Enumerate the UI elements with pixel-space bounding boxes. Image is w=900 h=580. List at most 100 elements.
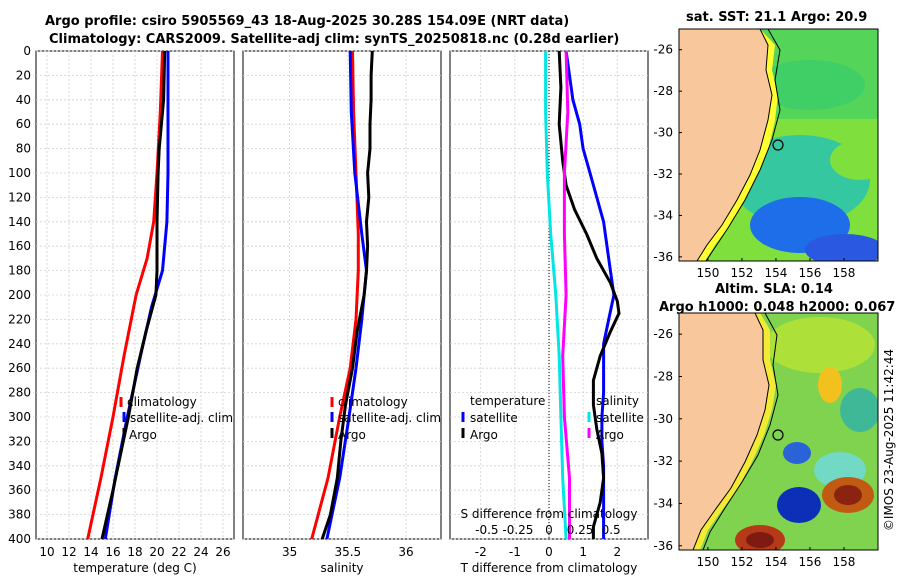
y-tick-label: 40 <box>16 93 31 107</box>
temperature-legend: climatology satellite-adj. clim Argo <box>119 395 233 442</box>
legend-salinity-title: salinity <box>596 394 639 408</box>
series-line-salinity-satellite <box>544 51 568 540</box>
sla-cold-eddy <box>783 442 811 464</box>
t-difference-xlabel: T difference from climatology <box>460 561 638 575</box>
legend-t-satellite-label: satellite <box>470 411 518 425</box>
map-lon-label: 152 <box>730 555 753 569</box>
legend-satellite-label: satellite-adj. clim <box>338 411 441 425</box>
x-tick-label: 2 <box>613 545 621 559</box>
imos-credit: ©IMOS 23-Aug-2025 11:42:44 <box>882 349 896 531</box>
y-tick-label: 0 <box>23 44 31 58</box>
map-lat-label: -36 <box>653 539 673 553</box>
y-tick-label: 340 <box>8 459 31 473</box>
series-line-argo <box>100 50 167 540</box>
y-tick-label: 220 <box>8 312 31 326</box>
x-tick-label: 12 <box>61 545 76 559</box>
legend-climatology-label: climatology <box>127 395 197 409</box>
x-tick-label: 20 <box>149 545 164 559</box>
map-lat-label: -30 <box>653 412 673 426</box>
map-lon-label: 154 <box>764 266 787 280</box>
x-tick-label: -1 <box>509 545 521 559</box>
map-lat-label: -28 <box>653 369 673 383</box>
legend-climatology-label: climatology <box>338 395 408 409</box>
map-lat-label: -34 <box>653 208 673 222</box>
map-lat-label: -26 <box>653 43 673 57</box>
x-tick-label: 1 <box>579 545 587 559</box>
y-tick-label: 280 <box>8 386 31 400</box>
s-top-tick-label: 0.25 <box>567 523 594 537</box>
sst-argo-marker <box>772 139 784 151</box>
map-lat-label: -36 <box>653 250 673 264</box>
x-tick-label: 0 <box>545 545 553 559</box>
map-lon-label: 158 <box>833 555 856 569</box>
difference-panel: -2 -1 0 1 2 T difference from climatology S … <box>449 50 649 575</box>
figure-title-line2: Climatology: CARS2009. Satellite-adj cli… <box>49 32 620 47</box>
salinity-xlabel: salinity <box>320 561 363 575</box>
sla-map: 150 152 154 156 158 -26 -28 -30 -32 -34 -36 <box>653 312 879 569</box>
map-lon-label: 158 <box>833 266 856 280</box>
s-top-tick-label: 0.5 <box>602 523 621 537</box>
map-lat-label: -28 <box>653 84 673 98</box>
sst-land <box>679 29 772 261</box>
s-difference-xlabel: S difference from climatology <box>461 507 638 521</box>
legend-argo-label: Argo <box>129 428 157 442</box>
map-lon-label: 156 <box>799 555 822 569</box>
y-tick-label: 360 <box>8 483 31 497</box>
x-tick-label: 35.5 <box>334 545 361 559</box>
y-tick-label: 400 <box>8 532 31 546</box>
sst-coastline <box>696 29 773 261</box>
x-tick-label: 26 <box>215 545 230 559</box>
legend-satellite-label: satellite-adj. clim <box>130 411 233 425</box>
series-line-argo <box>320 50 374 540</box>
s-top-tick-label: 0 <box>545 523 553 537</box>
y-tick-label: 240 <box>8 337 31 351</box>
x-tick-label: 14 <box>83 545 98 559</box>
y-tick-label: 120 <box>8 190 31 204</box>
y-tick-label: 260 <box>8 361 31 375</box>
x-tick-label: 10 <box>39 545 54 559</box>
map-lat-label: -32 <box>653 454 673 468</box>
y-tick-label: 20 <box>16 68 31 82</box>
sst-map-frame <box>678 28 879 262</box>
y-tick-label: 180 <box>8 264 31 278</box>
x-tick-label: 22 <box>171 545 186 559</box>
s-top-tick-label: -0.25 <box>502 523 533 537</box>
sla-deep-cold <box>777 487 821 523</box>
sla-isobath <box>702 313 779 550</box>
figure-title-line1: Argo profile: csiro 5905569_43 18-Aug-20… <box>45 14 570 29</box>
map-lat-label: -32 <box>653 167 673 181</box>
y-tick-label: 100 <box>8 166 31 180</box>
x-tick-label: 35 <box>282 545 297 559</box>
x-tick-label: 16 <box>105 545 120 559</box>
series-line-climatology <box>310 50 360 540</box>
sla-coastline <box>692 313 770 550</box>
x-tick-label: 36 <box>398 545 413 559</box>
legend-s-argo-label: Argo <box>596 428 624 442</box>
sla-map-title-line2: Argo h1000: 0.048 h2000: 0.067 <box>659 300 896 315</box>
y-tick-label: 80 <box>16 142 31 156</box>
y-tick-label: 200 <box>8 288 31 302</box>
sla-map-title-line1: Altim. SLA: 0.14 <box>715 282 833 297</box>
map-lon-label: 156 <box>799 266 822 280</box>
temperature-panel: 10 12 14 16 18 20 22 24 260204060801001201401601… <box>8 44 235 575</box>
s-top-tick-label: -0.5 <box>475 523 498 537</box>
sla-argo-marker <box>772 429 784 441</box>
map-lon-label: 152 <box>730 266 753 280</box>
map-lon-label: 150 <box>696 266 719 280</box>
sst-map-title: sat. SST: 21.1 Argo: 20.9 <box>686 10 868 25</box>
map-lon-label: 150 <box>696 555 719 569</box>
map-lat-label: -30 <box>653 126 673 140</box>
sla-warm-small <box>818 367 842 403</box>
sla-warm-south-core <box>746 532 774 548</box>
y-tick-label: 60 <box>16 117 31 131</box>
sla-patch <box>765 317 875 373</box>
legend-argo-label: Argo <box>338 428 366 442</box>
sst-patch <box>755 60 865 110</box>
y-tick-label: 140 <box>8 215 31 229</box>
y-tick-label: 320 <box>8 434 31 448</box>
sst-warm-patch <box>830 140 878 180</box>
x-tick-label: -2 <box>475 545 487 559</box>
temperature-xlabel: temperature (deg C) <box>73 561 196 575</box>
series-line-salinity-argo <box>561 50 571 539</box>
